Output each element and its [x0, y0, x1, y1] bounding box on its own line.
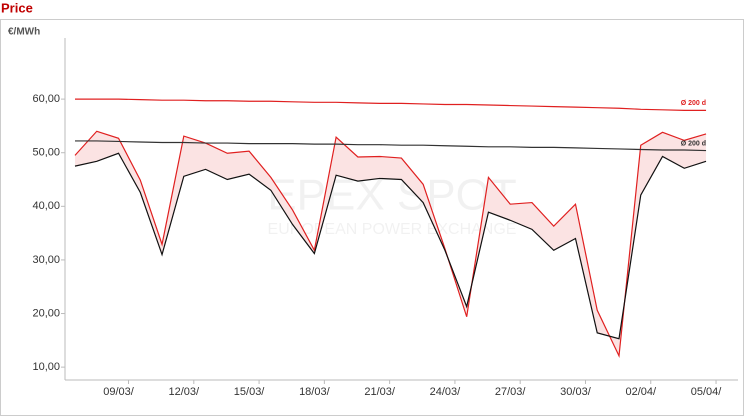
x-tick-label: 24/03/ [430, 386, 462, 398]
x-tick-label: 27/03/ [495, 386, 527, 398]
line-series [75, 140, 707, 152]
y-tick-label: 10,00 [32, 361, 60, 373]
x-tick-label: 09/03/ [103, 386, 135, 398]
line-label: Ø 200 d [681, 100, 706, 107]
watermark-subtitle: EUROPEAN POWER EXCHANGE [268, 221, 517, 238]
y-tick-label: 20,00 [32, 307, 60, 319]
y-tick-label: 50,00 [32, 147, 60, 159]
x-tick-label: 12/03/ [169, 386, 201, 398]
x-tick-label: 30/03/ [560, 386, 592, 398]
line-series [74, 152, 707, 340]
x-tick-label: 18/03/ [299, 386, 331, 398]
x-tick-label: 02/04/ [625, 386, 657, 398]
line-series [74, 130, 707, 359]
y-axis-label: €/MWh [8, 27, 40, 38]
line-label: Ø 200 d [681, 140, 706, 147]
x-tick-label: 05/04/ [691, 386, 723, 398]
x-tick-label: 15/03/ [234, 386, 266, 398]
y-tick-label: 40,00 [32, 200, 60, 212]
x-tick-label: 21/03/ [364, 386, 396, 398]
y-tick-label: 30,00 [32, 254, 60, 266]
y-tick-label: 60,00 [32, 93, 60, 105]
spread-area [75, 131, 707, 356]
line-series [75, 98, 707, 111]
chart-title: Price [1, 0, 33, 15]
